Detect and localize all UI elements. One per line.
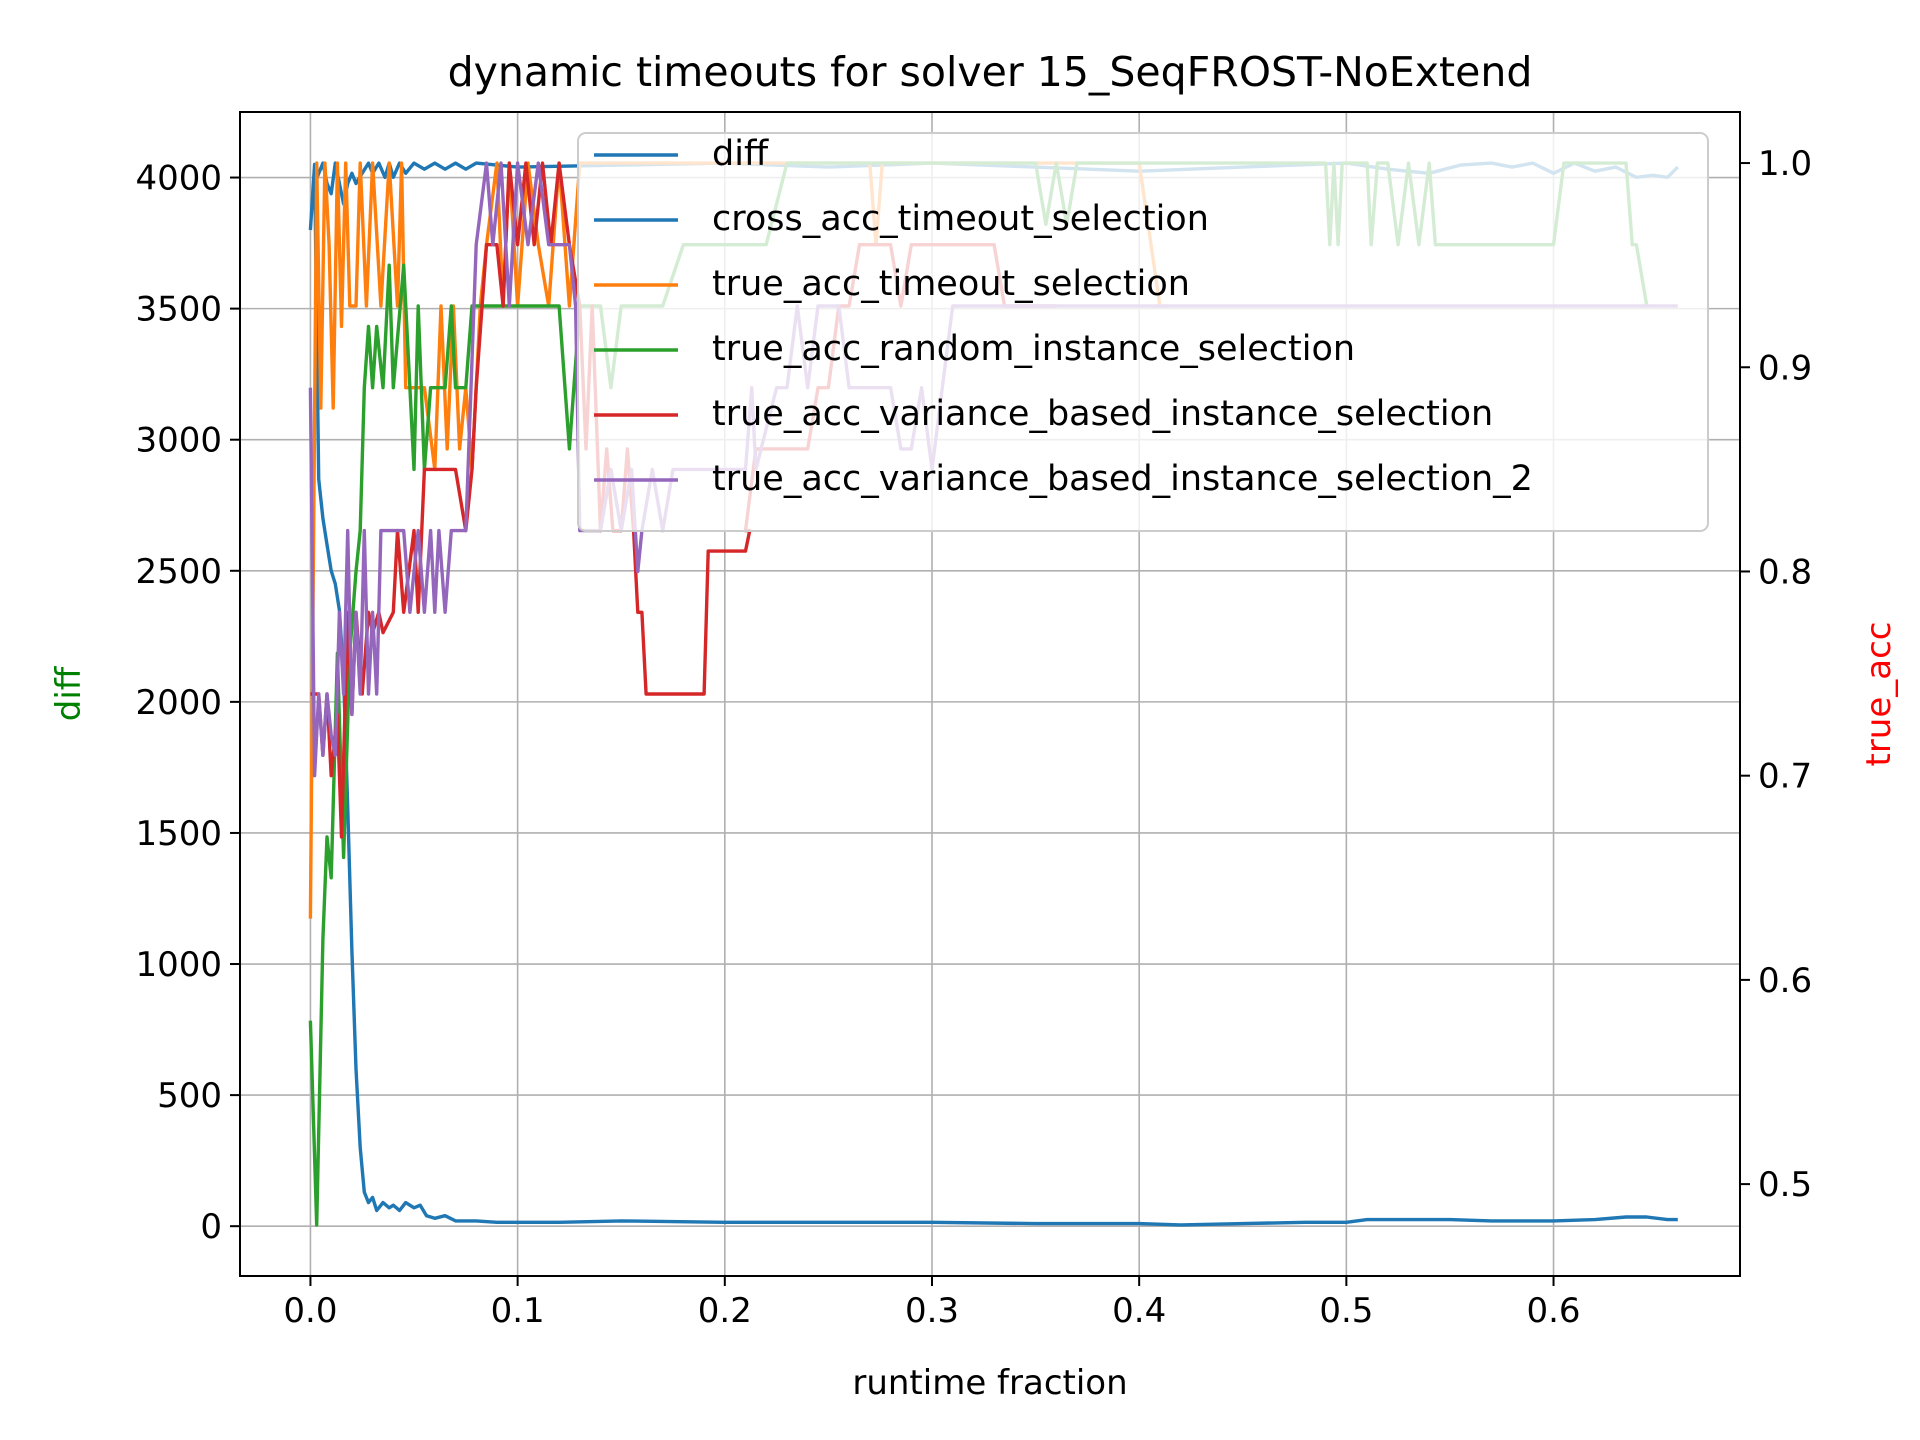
y-tick-label-left: 1000 [135, 945, 222, 985]
x-tick-label: 0.2 [698, 1291, 752, 1331]
y-tick-label-right: 0.6 [1758, 961, 1812, 1001]
legend-entry: true_acc_variance_based_instance_selecti… [712, 459, 1533, 499]
x-tick-label: 0.5 [1319, 1291, 1373, 1331]
legend-entry: diff [712, 134, 769, 174]
y-tick-label-right: 0.7 [1758, 757, 1812, 797]
x-tick-label: 0.1 [491, 1291, 545, 1331]
y-tick-label-right: 0.9 [1758, 348, 1812, 388]
y-tick-label-left: 500 [157, 1076, 222, 1116]
chart-title: dynamic timeouts for solver 15_SeqFROST-… [448, 48, 1533, 96]
x-tick-label: 0.3 [905, 1291, 959, 1331]
x-tick-label: 0.4 [1112, 1291, 1166, 1331]
legend: diff cross_acc_timeout_selection true_acc_… [577, 132, 1709, 532]
y-tick-label-right: 0.8 [1758, 552, 1812, 592]
y-tick-label-left: 3500 [135, 290, 222, 330]
plot-frame [239, 111, 1741, 1277]
legend-entry: cross_acc_timeout_selection [712, 199, 1209, 239]
x-tick-label: 0.6 [1526, 1291, 1580, 1331]
legend-entry: true_acc_timeout_selection [712, 264, 1190, 304]
y-tick-label-left: 3000 [135, 421, 222, 461]
y-tick-label-right: 0.5 [1758, 1165, 1812, 1205]
legend-entry: true_acc_variance_based_instance_selecti… [712, 394, 1493, 434]
x-tick-label: 0.0 [283, 1291, 337, 1331]
legend-entry: true_acc_random_instance_selection [712, 329, 1355, 369]
y-tick-label-left: 1500 [135, 814, 222, 854]
y-axis-label-right: true_acc [1859, 622, 1899, 767]
y-tick-label-left: 2500 [135, 552, 222, 592]
y-tick-label-right: 1.0 [1758, 144, 1812, 184]
y-tick-label-left: 4000 [135, 159, 222, 199]
y-axis-label-left: diff [49, 665, 89, 721]
x-axis-label: runtime fraction [852, 1363, 1127, 1403]
y-tick-label-left: 2000 [135, 683, 222, 723]
y-tick-label-left: 0 [200, 1207, 222, 1247]
ticks: 0.0 0.1 0.2 0.3 0.4 0.5 0.6 0 500 1000 1500 2000 250… [135, 144, 1812, 1331]
legend-box [577, 132, 1709, 532]
